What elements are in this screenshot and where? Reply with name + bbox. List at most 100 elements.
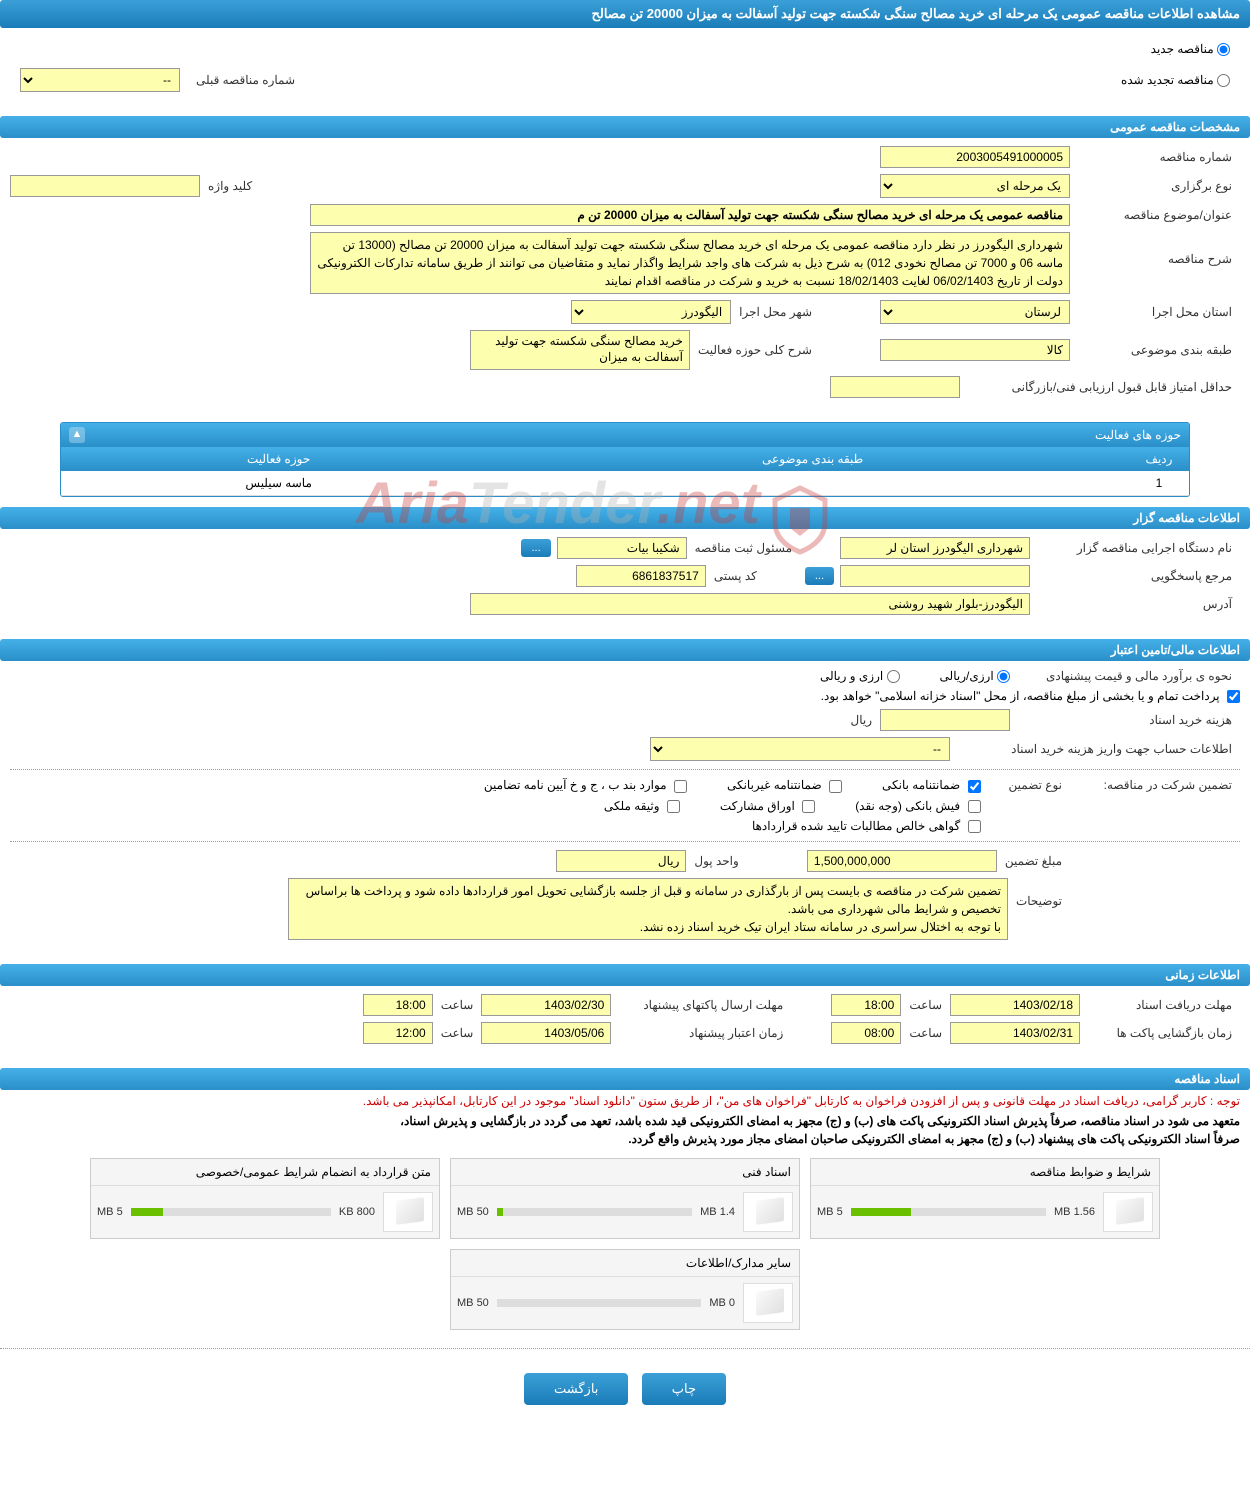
doc-title: اسناد فنی [451,1159,799,1186]
postal-label: کد پستی [706,569,765,583]
radio-renewed-label: مناقصه تجدید شده [1121,73,1214,87]
doc-size: 1.4 MB [700,1206,735,1218]
submit-deadline-date: 1403/02/30 [481,994,611,1016]
radio-new-tender[interactable]: مناقصه جدید [1151,42,1230,56]
folder-icon [743,1192,793,1232]
category-value: کالا [880,339,1070,361]
progress-bar [851,1208,1046,1216]
col-field: حوزه فعالیت [61,447,496,471]
type-label: نوع برگزاری [1070,179,1240,193]
notes-label: توضیحات [1008,878,1070,908]
province-label: استان محل اجرا [1070,305,1240,319]
prev-number-select[interactable]: -- [20,68,180,92]
desc-label: شرح مناقصه [1070,232,1240,266]
activity-desc-label: شرح کلی حوزه فعالیت [690,343,820,357]
doc-card: اسناد فنی 1.4 MB 50 MB [450,1158,800,1239]
radio-currency-both[interactable]: ارزی و ریالی [820,669,900,683]
docs-notice-1: متعهد می شود در اسناد مناقصه، صرفاً پذیر… [0,1112,1250,1130]
guarantee-amount-value: 1,500,000,000 [807,850,997,872]
responder-lookup-button[interactable]: ... [805,567,834,585]
folder-icon [743,1283,793,1323]
subject-label: عنوان/موضوع مناقصه [1070,208,1240,222]
section-organizer: اطلاعات مناقصه گزار [0,507,1250,529]
chk-bank-receipt[interactable]: فیش بانکی (وجه نقد) [855,799,980,813]
estimate-label: نحوه ی برآورد مالی و قیمت پیشنهادی [1010,669,1240,683]
credit-time-label: ساعت [433,1026,482,1040]
province-select[interactable]: لرستان [880,300,1070,324]
keyword-value [10,175,200,197]
receive-deadline-time: 18:00 [831,994,901,1016]
back-button[interactable]: بازگشت [524,1373,628,1405]
keyword-label: کلید واژه [200,179,260,193]
account-label: اطلاعات حساب جهت واریز هزینه خرید اسناد [950,742,1240,756]
guarantee-amount-label: مبلغ تضمین [997,854,1070,868]
chk-clearance[interactable]: گواهی خالص مطالبات تایید شده قراردادها [752,819,981,833]
city-select[interactable]: الیگودرز [571,300,731,324]
exec-label: نام دستگاه اجرایی مناقصه گزار [1030,541,1240,555]
subject-value: مناقصه عمومی یک مرحله ای خرید مصالح سنگی… [310,204,1070,226]
col-row: ردیف [1129,447,1189,471]
page-title: مشاهده اطلاعات مناقصه عمومی یک مرحله ای … [0,0,1250,28]
credit-label: زمان اعتبار پیشنهاد [611,1026,791,1040]
activities-title: حوزه های فعالیت [1095,428,1181,442]
radio-new-label: مناقصه جدید [1151,42,1214,56]
credit-time: 12:00 [363,1022,433,1044]
doc-max: 50 MB [457,1206,489,1218]
submit-deadline-label: مهلت ارسال پاکتهای پیشنهاد [611,998,791,1012]
collapse-icon[interactable]: ▲ [69,427,85,443]
doc-max: 5 MB [817,1206,843,1218]
chk-nonbank-guarantee[interactable]: ضمانتنامه غیربانکی [727,778,842,792]
reg-official-label: مسئول ثبت مناقصه [687,541,800,555]
doc-max: 5 MB [97,1206,123,1218]
reg-official-value: شکیبا بیات [557,537,687,559]
tender-number-label: شماره مناقصه [1070,150,1240,164]
activities-table: ردیف طبقه بندی موضوعی حوزه فعالیت 1ماسه … [61,447,1189,496]
postal-value: 6861837517 [576,565,706,587]
print-button[interactable]: چاپ [642,1373,726,1405]
category-label: طبقه بندی موضوعی [1070,343,1240,357]
prev-number-label: شماره مناقصه قبلی [188,73,303,87]
section-timing: اطلاعات زمانی [0,964,1250,986]
responder-value [840,565,1030,587]
section-financial: اطلاعات مالی/تامین اعتبار [0,639,1250,661]
doc-size: 0 MB [709,1297,735,1309]
opening-date: 1403/02/31 [950,1022,1080,1044]
account-select[interactable]: -- [650,737,950,761]
responder-label: مرجع پاسخگویی [1030,569,1240,583]
doc-max: 50 MB [457,1297,489,1309]
address-label: آدرس [1030,597,1240,611]
radio-currency-rial[interactable]: ارزی/ریالی [940,669,1010,683]
chk-property[interactable]: وثیقه ملکی [604,799,680,813]
doc-title: متن قرارداد به انضمام شرایط عمومی/خصوصی [91,1159,439,1186]
submit-deadline-time: 18:00 [363,994,433,1016]
min-score-label: حداقل امتیاز قابل قبول ارزیابی فنی/بازرگ… [960,380,1240,394]
credit-date: 1403/05/06 [481,1022,611,1044]
doc-size: 800 KB [339,1206,375,1218]
money-unit-label: واحد پول [686,854,746,868]
doc-cost-label: هزینه خرید اسناد [1010,713,1240,727]
chk-clauses[interactable]: موارد بند ب ، ج و خ آیین نامه تضامین [484,778,687,792]
chk-bonds[interactable]: اوراق مشارکت [720,799,815,813]
city-label: شهر محل اجرا [731,305,820,319]
opening-time: 08:00 [831,1022,901,1044]
section-docs: اسناد مناقصه [0,1068,1250,1090]
doc-size: 1.56 MB [1054,1206,1095,1218]
opening-time-label: ساعت [901,1026,950,1040]
radio-renewed-tender[interactable]: مناقصه تجدید شده [1121,73,1230,87]
exec-value: شهرداری الیگودرز استان لر [840,537,1030,559]
folder-icon [1103,1192,1153,1232]
reg-official-lookup-button[interactable]: ... [521,539,550,557]
chk-bank-guarantee[interactable]: ضمانتنامه بانکی [882,778,981,792]
checkbox-treasury-payment[interactable]: پرداخت تمام و یا بخشی از مبلغ مناقصه، از… [821,689,1240,703]
opening-label: زمان بازگشایی پاکت ها [1080,1026,1240,1040]
doc-title: شرایط و ضوابط مناقصه [811,1159,1159,1186]
guarantee-prefix: تضمین شرکت در مناقصه: [1070,778,1240,792]
docs-notice-2: صرفاً اسناد الکترونیکی پاکت های پیشنهاد … [0,1130,1250,1148]
doc-cost-value [880,709,1010,731]
section-general: مشخصات مناقصه عمومی [0,116,1250,138]
submit-time-label: ساعت [433,998,482,1012]
doc-title: سایر مدارک/اطلاعات [451,1250,799,1277]
doc-card: سایر مدارک/اطلاعات 0 MB 50 MB [450,1249,800,1330]
type-select[interactable]: یک مرحله ای [880,174,1070,198]
activities-panel: حوزه های فعالیت ▲ ردیف طبقه بندی موضوعی … [60,422,1190,497]
